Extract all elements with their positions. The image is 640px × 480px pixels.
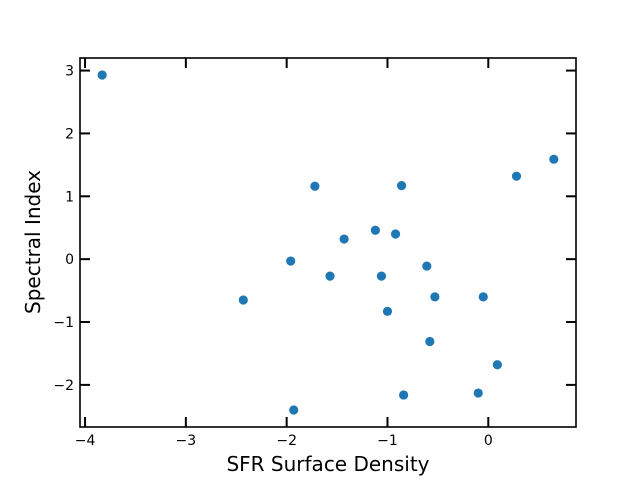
data-point — [549, 154, 559, 164]
y-tick-label: 3 — [65, 64, 74, 80]
data-point — [382, 306, 393, 316]
x-tick-label: −1 — [377, 433, 398, 449]
points-layer — [97, 70, 559, 415]
x-axis-label: SFR Surface Density — [226, 452, 429, 476]
ticks-layer: −4 −3 −2 −1 0 −2 −1 0 1 2 3 — [53, 58, 576, 449]
data-point — [310, 181, 320, 191]
y-tick-label: 1 — [65, 189, 74, 205]
x-tick-label: 0 — [484, 433, 493, 449]
data-point — [289, 405, 299, 415]
data-point — [478, 292, 488, 302]
data-point — [399, 390, 409, 400]
y-tick-label: 0 — [65, 252, 74, 268]
data-point — [390, 229, 401, 239]
y-tick-label: 2 — [65, 126, 74, 142]
data-point — [492, 360, 502, 370]
data-point — [430, 292, 440, 302]
x-tick-label: −4 — [75, 433, 96, 449]
y-tick-label: −1 — [53, 315, 74, 331]
data-point — [376, 271, 387, 281]
data-point — [396, 181, 407, 191]
plot-frame — [79, 57, 577, 428]
data-point — [97, 70, 107, 80]
y-axis-label: Spectral Index — [21, 170, 45, 314]
data-point — [286, 256, 296, 266]
data-point — [425, 336, 435, 347]
x-tick-label: −2 — [276, 433, 297, 449]
data-point — [473, 388, 483, 398]
data-point — [325, 271, 335, 281]
data-point — [238, 295, 248, 305]
data-point — [511, 171, 522, 181]
data-point — [422, 261, 432, 271]
data-point — [339, 234, 349, 244]
data-point — [370, 225, 380, 235]
x-tick-label: −3 — [176, 433, 197, 449]
y-tick-label: −2 — [53, 378, 74, 394]
